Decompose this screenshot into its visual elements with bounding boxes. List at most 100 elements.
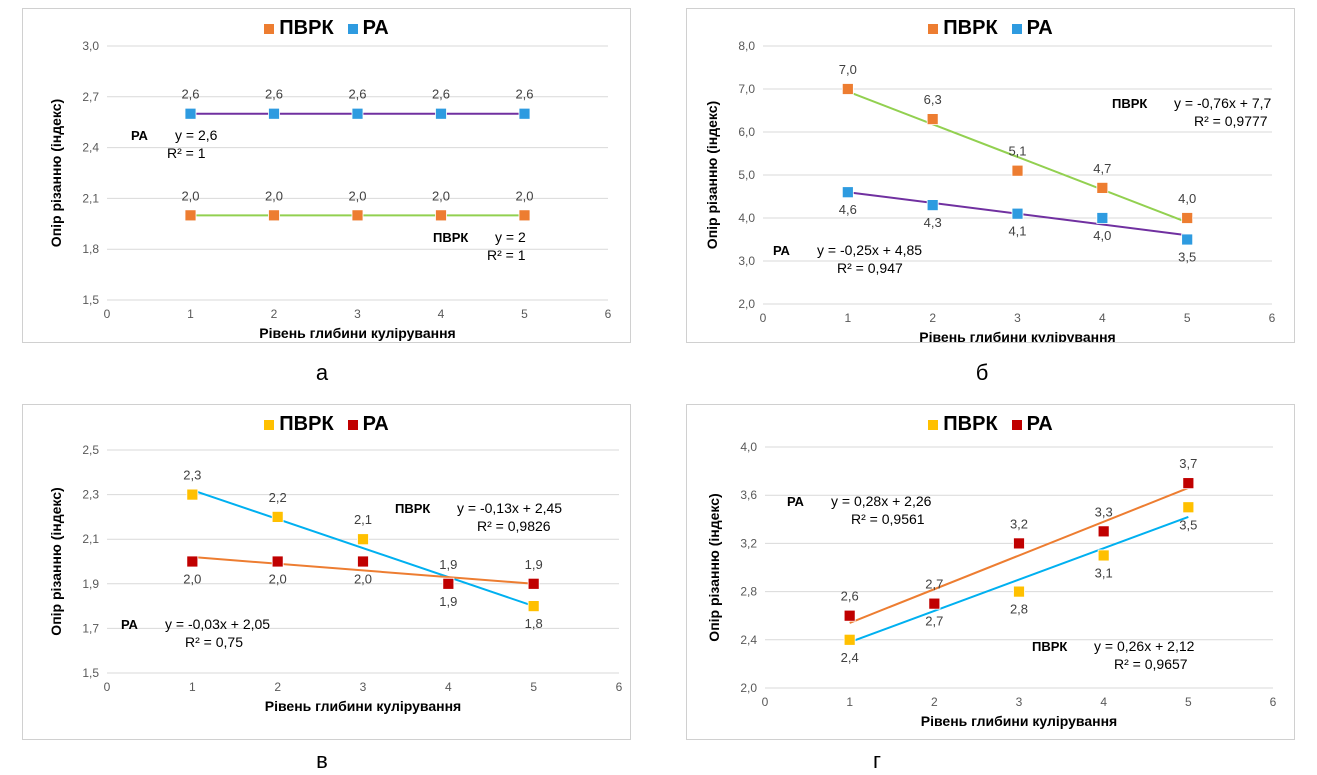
legend-label-ra: РА: [1026, 413, 1053, 435]
r-squared-ra: R² = 0,9561: [851, 511, 925, 527]
data-label-pvrk: 2,8: [1010, 602, 1028, 617]
y-tick-label: 7,0: [738, 82, 755, 96]
x-tick-label: 0: [104, 307, 111, 321]
equation-text-ra: y = 2,6: [175, 127, 218, 143]
data-label-ra: 1,9: [439, 594, 457, 609]
x-tick-label: 4: [1100, 695, 1107, 709]
legend-swatch-pvrk: [264, 23, 275, 34]
x-tick-label: 2: [274, 680, 281, 694]
r-squared-ra: R² = 1: [167, 145, 206, 161]
r-squared-pvrk: R² = 1: [487, 247, 526, 263]
data-label-pvrk: 4,0: [1178, 191, 1196, 206]
legend-label-pvrk: ПВРК: [279, 413, 334, 435]
y-tick-label: 1,5: [82, 293, 99, 307]
x-tick-label: 2: [931, 695, 938, 709]
y-tick-label: 4,0: [738, 211, 755, 225]
x-tick-label: 2: [929, 311, 936, 325]
legend-label-pvrk: ПВРК: [943, 17, 998, 39]
y-tick-label: 6,0: [738, 125, 755, 139]
data-label-ra: 4,3: [924, 215, 942, 230]
data-label-ra: 3,5: [1178, 250, 1196, 265]
x-tick-label: 3: [1014, 311, 1021, 325]
legend-swatch-pvrk: [928, 419, 939, 430]
equation-text-pvrk: y = 0,26x + 2,12: [1094, 638, 1195, 654]
y-tick-label: 2,0: [738, 297, 755, 311]
data-label-ra: 4,6: [839, 202, 857, 217]
y-tick-label: 1,9: [82, 577, 99, 591]
caption-c: в: [316, 748, 328, 773]
data-point-pvrk: [1013, 585, 1025, 598]
data-point-ra: [843, 609, 856, 622]
data-point-ra: [926, 199, 939, 212]
y-tick-label: 3,6: [740, 488, 757, 502]
x-tick-label: 6: [1269, 311, 1276, 325]
data-label-pvrk: 2,0: [515, 188, 533, 203]
legend-swatch-pvrk: [928, 23, 939, 34]
data-label-pvrk: 2,1: [354, 512, 372, 527]
chart-panel-d: ПВРК РА 2,0 2,4 2,8 3,2 3,6 4,0 0 1 2 3 4 5 6 Рівень …: [686, 404, 1295, 740]
legend-label-ra: РА: [1026, 17, 1053, 39]
chart-panel-a: ПВРК РА 1,5 1,8 2,1 2,4 2,7 3,0 0 1 2 3 4 5 6 Рівень …: [22, 8, 631, 343]
data-point-pvrk: [843, 633, 856, 646]
trendline-ra: [849, 487, 1189, 624]
data-point-pvrk: [1011, 164, 1024, 177]
legend: ПВРК РА: [687, 413, 1294, 436]
data-point-ra: [268, 107, 280, 120]
data-label-pvrk: 2,4: [841, 650, 859, 665]
chart-b: 2,0 3,0 4,0 5,0 6,0 7,0 8,0 0 1 2 3 4 5 6 Рівень глиби…: [704, 39, 1276, 342]
data-label-ra: 4,1: [1008, 224, 1026, 239]
data-point-pvrk: [351, 209, 364, 222]
y-tick-label: 2,0: [740, 681, 757, 695]
equation-name-pvrk: ПВРК: [433, 230, 468, 245]
data-label-pvrk: 1,8: [525, 616, 543, 631]
y-axis-title: Опір різанню (індекс): [706, 493, 722, 641]
legend-item-pvrk: ПВРК: [264, 17, 334, 40]
data-point-ra: [1096, 212, 1109, 224]
data-label-pvrk: 2,0: [348, 188, 366, 203]
y-axis-title: Опір різанню (індекс): [704, 101, 720, 249]
data-point-pvrk: [184, 209, 197, 222]
equation-text-ra: y = 0,28x + 2,26: [831, 493, 932, 509]
data-point-ra: [527, 577, 540, 590]
data-label-ra: 2,6: [515, 87, 533, 102]
chart-panel-b: ПВРК РА 2,0 3,0 4,0 5,0 6,0 7,0 8,0 0 1 2 3 4 5 6 Ріве…: [686, 8, 1295, 343]
data-label-pvrk: 6,3: [924, 92, 942, 107]
data-label-pvrk: 2,7: [925, 614, 943, 629]
data-point-ra: [1013, 537, 1025, 550]
data-point-pvrk: [268, 209, 280, 222]
x-tick-label: 5: [1184, 311, 1191, 325]
x-tick-label: 0: [104, 680, 111, 694]
y-tick-label: 1,5: [82, 666, 99, 680]
y-tick-label: 2,7: [82, 90, 99, 104]
data-point-ra: [271, 555, 284, 568]
data-label-pvrk: 1,9: [439, 557, 457, 572]
data-point-ra: [351, 107, 364, 120]
y-axis-title: Опір різанню (індекс): [48, 487, 64, 635]
legend-item-ra: РА: [1011, 17, 1053, 40]
legend: ПВРК РА: [23, 17, 630, 40]
equation-name-ra: РА: [121, 617, 139, 632]
y-tick-label: 2,4: [82, 141, 99, 155]
equation-text-ra: y = -0,25x + 4,85: [817, 242, 922, 258]
chart-c: 1,5 1,7 1,9 2,1 2,3 2,5 0 1 2 3 4 5 6 Рівень глибини …: [48, 443, 623, 714]
x-tick-label: 1: [844, 311, 851, 325]
data-point-ra: [1181, 233, 1194, 246]
x-tick-label: 3: [354, 307, 361, 321]
legend-label-ra: РА: [362, 413, 389, 435]
legend-label-ra: РА: [362, 17, 389, 39]
legend: ПВРК РА: [23, 413, 630, 436]
x-tick-label: 0: [760, 311, 767, 325]
x-tick-label: 3: [360, 680, 367, 694]
equation-name-ra: РА: [773, 243, 791, 258]
data-point-pvrk: [1181, 212, 1194, 224]
y-tick-label: 2,4: [740, 633, 757, 647]
data-point-pvrk: [357, 533, 369, 546]
data-point-pvrk: [1097, 549, 1110, 562]
data-label-ra: 3,2: [1010, 516, 1028, 531]
x-axis-title: Рівень глибини кулірування: [265, 698, 461, 714]
data-label-ra: 2,0: [354, 572, 372, 587]
legend: ПВРК РА: [687, 17, 1294, 40]
x-tick-label: 5: [521, 307, 528, 321]
x-tick-label: 5: [530, 680, 537, 694]
r-squared-pvrk: R² = 0,9657: [1114, 656, 1188, 672]
